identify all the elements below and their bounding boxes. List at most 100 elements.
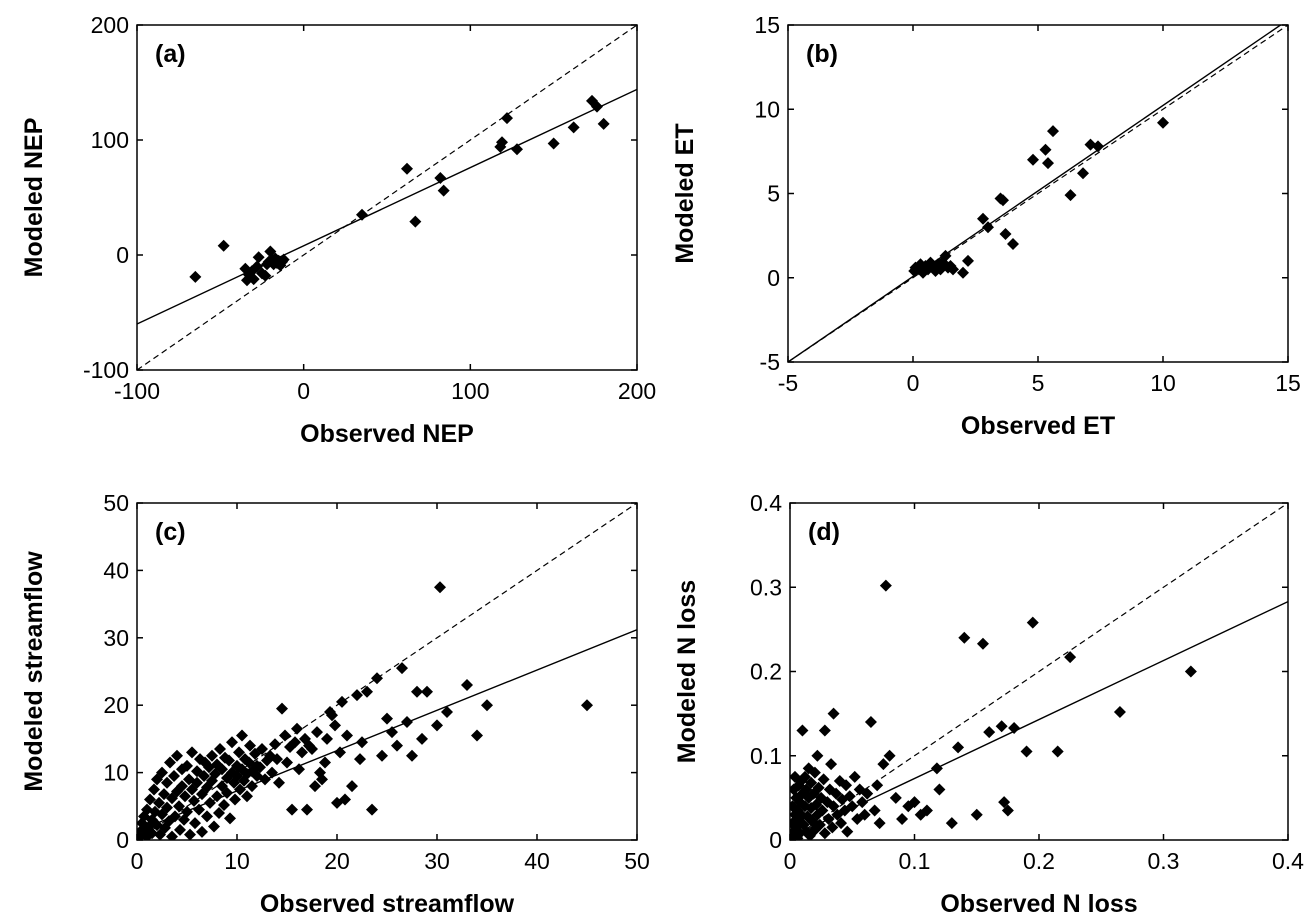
- data-point: [827, 800, 840, 813]
- data-point: [386, 726, 398, 739]
- data-point: [816, 804, 829, 817]
- y-tick-label: 0.4: [750, 490, 782, 516]
- data-point: [301, 803, 313, 816]
- data-point: [346, 780, 358, 793]
- x-tick-label: 10: [224, 848, 250, 874]
- data-point: [244, 739, 256, 752]
- data-point: [1064, 189, 1077, 202]
- x-tick-label: 10: [1150, 370, 1176, 396]
- y-axis-title: Modeled ET: [671, 123, 699, 263]
- data-point: [214, 743, 226, 756]
- data-point: [511, 143, 523, 156]
- data-point: [998, 796, 1011, 809]
- data-point: [271, 753, 283, 766]
- data-point: [168, 769, 180, 782]
- data-point: [164, 756, 176, 769]
- data-point: [841, 825, 854, 838]
- data-point: [1008, 721, 1021, 734]
- data-point: [169, 810, 181, 823]
- data-point: [191, 776, 203, 789]
- panel-label: (d): [808, 518, 840, 546]
- data-point: [218, 798, 230, 811]
- data-point: [281, 756, 293, 769]
- data-point: [148, 783, 160, 796]
- data-point: [856, 796, 869, 809]
- data-point: [339, 793, 351, 806]
- data-point: [193, 803, 205, 816]
- data-point: [883, 749, 896, 762]
- data-point: [581, 699, 593, 712]
- data-point: [279, 729, 291, 742]
- data-point: [547, 137, 560, 150]
- data-point: [896, 812, 909, 825]
- data-point: [790, 770, 801, 783]
- data-point: [962, 254, 974, 267]
- data-point: [983, 726, 996, 739]
- data-point: [277, 253, 290, 266]
- data-point: [1039, 143, 1052, 156]
- x-axis-title: Observed ET: [961, 412, 1115, 440]
- data-point: [1026, 616, 1039, 629]
- data-point: [1184, 665, 1197, 678]
- data-point: [811, 749, 824, 762]
- data-point: [311, 726, 323, 739]
- panel-label: (b): [806, 40, 838, 68]
- data-point: [817, 773, 830, 786]
- data-point: [591, 100, 603, 113]
- data-point: [366, 803, 378, 816]
- data-point: [848, 770, 861, 783]
- data-point: [254, 761, 266, 774]
- data-point: [188, 794, 200, 807]
- data-point: [434, 581, 446, 594]
- data-point: [1113, 705, 1126, 718]
- data-point: [945, 817, 958, 830]
- data-point: [241, 790, 253, 803]
- data-point: [316, 773, 328, 786]
- x-tick-label: 200: [618, 378, 656, 404]
- x-tick-label: 0: [907, 370, 920, 396]
- y-tick-label: -5: [760, 349, 780, 375]
- data-point: [233, 746, 245, 759]
- x-tick-label: 20: [324, 848, 350, 874]
- x-tick-label: 100: [451, 378, 489, 404]
- data-point: [221, 786, 233, 799]
- data-point: [354, 753, 366, 766]
- data-point: [822, 812, 835, 825]
- data-point: [567, 121, 580, 134]
- data-point: [289, 736, 301, 749]
- data-point: [877, 758, 890, 771]
- data-point: [334, 746, 346, 759]
- data-point: [217, 239, 230, 252]
- data-point: [376, 749, 388, 762]
- y-tick-label: 0.3: [750, 574, 782, 600]
- y-tick-label: 200: [91, 12, 129, 38]
- data-point: [266, 766, 278, 779]
- data-point: [156, 766, 168, 779]
- data-point: [336, 695, 348, 708]
- x-tick-label: 0.1: [899, 848, 931, 874]
- data-point: [184, 828, 196, 840]
- y-axis-title: Modeled NEP: [20, 118, 48, 278]
- data-point: [181, 805, 193, 818]
- data-point: [153, 796, 165, 809]
- data-point: [223, 754, 235, 767]
- data-point: [356, 736, 368, 749]
- data-point: [179, 790, 191, 803]
- data-point: [1157, 116, 1169, 129]
- y-tick-label: 15: [754, 12, 780, 38]
- data-point: [146, 827, 158, 840]
- data-point: [206, 749, 218, 762]
- data-point: [144, 793, 156, 806]
- chart-panel-d: 0 0.1 0.2 0.3 0.4 0 0.1 0.2 0.3 0.4 (d) Observed N …: [673, 490, 1304, 918]
- x-tick-label: 5: [1032, 370, 1045, 396]
- x-tick-label: 0: [784, 848, 797, 874]
- data-point: [835, 817, 848, 830]
- data-point: [846, 800, 859, 813]
- y-tick-label: 0.2: [750, 659, 782, 685]
- data-point: [818, 827, 831, 840]
- data-point: [431, 719, 443, 732]
- data-point: [873, 817, 886, 830]
- data-point: [208, 820, 220, 833]
- y-tick-label: 0: [769, 827, 782, 853]
